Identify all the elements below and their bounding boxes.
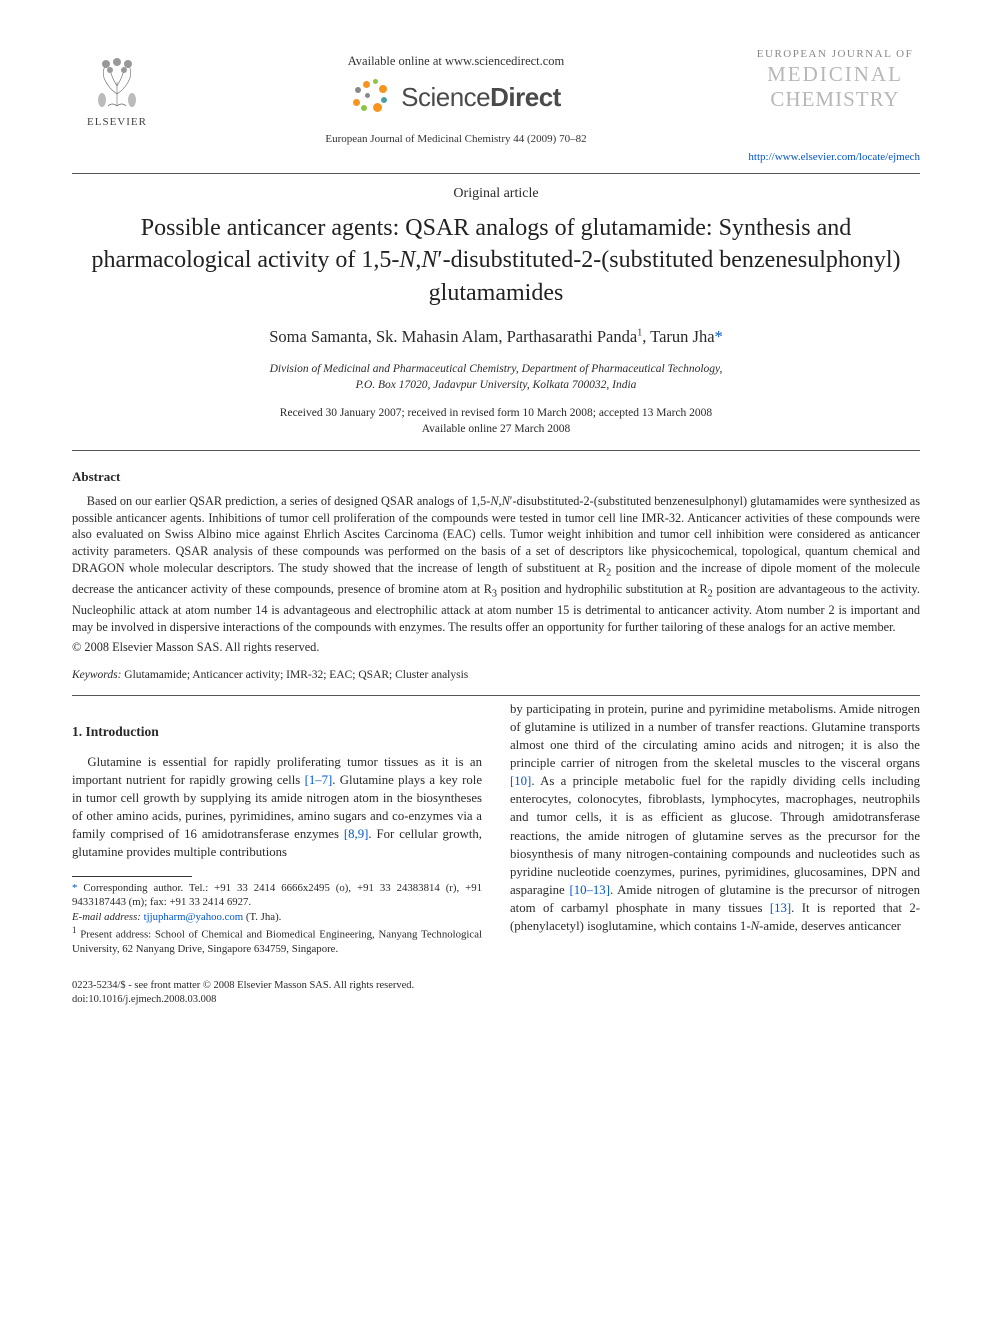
locate-url-text[interactable]: http://www.elsevier.com/locate/ejmech — [748, 151, 920, 163]
journal-logo-block: EUROPEAN JOURNAL OF MEDICINAL CHEMISTRY — [750, 48, 920, 112]
article-dates: Received 30 January 2007; received in re… — [72, 405, 920, 437]
body-two-column: 1. Introduction Glutamine is essential f… — [72, 700, 920, 958]
sd-word-left: Science — [401, 82, 490, 112]
journal-logo-line1: EUROPEAN JOURNAL OF — [750, 48, 920, 60]
abstract-body: Based on our earlier QSAR prediction, a … — [72, 493, 920, 636]
sciencedirect-wordmark: ScienceDirect — [401, 82, 561, 113]
keywords-label: Keywords: — [72, 669, 121, 681]
authors: Soma Samanta, Sk. Mahasin Alam, Parthasa… — [72, 327, 920, 347]
affiliation-line1: Division of Medicinal and Pharmaceutical… — [270, 363, 723, 375]
footnote-present-text: Present address: School of Chemical and … — [72, 929, 482, 956]
copyright-line: © 2008 Elsevier Masson SAS. All rights r… — [72, 640, 920, 655]
footnotes: * Corresponding author. Tel.: +91 33 241… — [72, 881, 482, 957]
intro-col1-text: Glutamine is essential for rapidly proli… — [72, 753, 482, 862]
intro-heading: 1. Introduction — [72, 722, 482, 741]
article-title: Possible anticancer agents: QSAR analogs… — [80, 212, 912, 309]
doi-line: doi:10.1016/j.ejmech.2008.03.008 — [72, 993, 920, 1007]
sd-word-right: Direct — [490, 82, 561, 112]
column-right: by participating in protein, purine and … — [510, 700, 920, 958]
front-matter-line: 0223-5234/$ - see front matter © 2008 El… — [72, 979, 920, 993]
affiliation-line2: P.O. Box 17020, Jadavpur University, Kol… — [356, 379, 637, 391]
header-center: Available online at www.sciencedirect.co… — [162, 48, 750, 145]
footnote-present-address: 1 Present address: School of Chemical an… — [72, 924, 482, 957]
elsevier-label: ELSEVIER — [87, 116, 147, 128]
email-address[interactable]: tjjupharm@yahoo.com — [144, 911, 244, 923]
column-left: 1. Introduction Glutamine is essential f… — [72, 700, 482, 958]
rule-after-dates — [72, 450, 920, 451]
elsevier-tree-icon — [84, 48, 150, 114]
abstract-heading: Abstract — [72, 469, 920, 485]
journal-reference: European Journal of Medicinal Chemistry … — [162, 133, 750, 145]
email-label: E-mail address: — [72, 911, 141, 923]
email-suffix: (T. Jha). — [246, 911, 281, 923]
journal-logo-line3: CHEMISTRY — [750, 87, 920, 112]
footnote-email: E-mail address: tjjupharm@yahoo.com (T. … — [72, 910, 482, 925]
page-footer: 0223-5234/$ - see front matter © 2008 El… — [72, 979, 920, 1007]
footnote-corr-text: Corresponding author. Tel.: +91 33 2414 … — [72, 882, 482, 909]
affiliation: Division of Medicinal and Pharmaceutical… — [72, 361, 920, 393]
rule-after-keywords — [72, 695, 920, 696]
journal-logo-line2: MEDICINAL — [750, 62, 920, 87]
footnote-corresponding: * Corresponding author. Tel.: +91 33 241… — [72, 881, 482, 910]
footnote-rule — [72, 876, 192, 877]
intro-col2-text: by participating in protein, purine and … — [510, 700, 920, 936]
elsevier-logo-block: ELSEVIER — [72, 48, 162, 128]
sciencedirect-swirl-icon — [351, 77, 391, 117]
article-type: Original article — [72, 186, 920, 202]
available-online-text: Available online at www.sciencedirect.co… — [162, 54, 750, 69]
keywords-block: Keywords: Glutamamide; Anticancer activi… — [72, 669, 920, 681]
rule-top — [72, 173, 920, 174]
dates-line2: Available online 27 March 2008 — [422, 423, 571, 435]
dates-line1: Received 30 January 2007; received in re… — [280, 407, 712, 419]
keywords-list: Glutamamide; Anticancer activity; IMR-32… — [124, 669, 468, 681]
sciencedirect-logo: ScienceDirect — [162, 77, 750, 117]
locate-link[interactable]: http://www.elsevier.com/locate/ejmech — [72, 151, 920, 163]
page-header: ELSEVIER Available online at www.science… — [72, 48, 920, 145]
star-icon: * — [72, 882, 77, 894]
